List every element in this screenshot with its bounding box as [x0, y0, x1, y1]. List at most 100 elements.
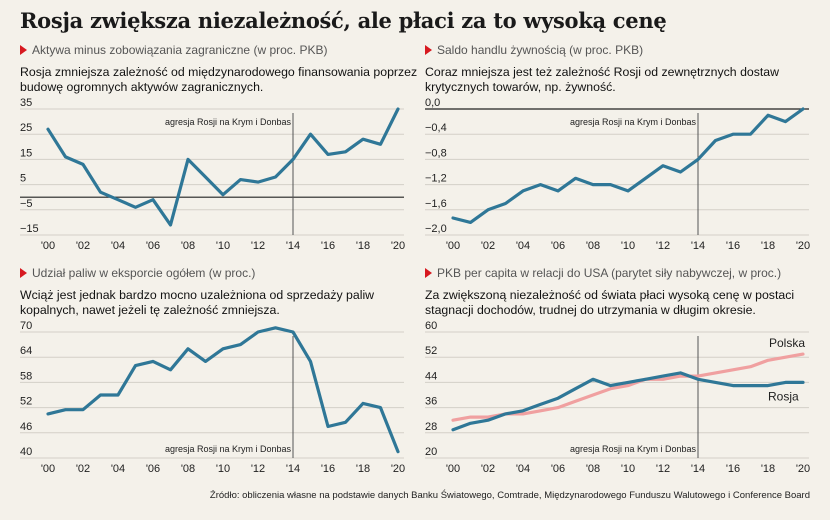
chart-subtitle: Udział paliw w eksporcie ogółem (w proc.…: [20, 266, 255, 280]
chart-panel: Saldo handlu żywnością (w proc. PKB) Cor…: [425, 43, 830, 268]
x-tick-label: '04: [111, 240, 125, 252]
red-triangle-icon: [425, 268, 432, 278]
x-tick-label: '20: [796, 240, 810, 252]
x-tick-label: '10: [621, 240, 635, 252]
y-tick-label: 64: [20, 345, 32, 357]
y-tick-label: 58: [20, 370, 32, 382]
y-tick-label: 0,0: [425, 97, 440, 109]
x-tick-label: '18: [356, 463, 370, 475]
x-tick-label: '14: [691, 463, 705, 475]
x-tick-label: '18: [761, 240, 775, 252]
y-tick-label: 35: [20, 97, 32, 109]
y-tick-label: −2,0: [425, 223, 447, 235]
x-tick-label: '02: [481, 463, 495, 475]
y-tick-label: 20: [425, 446, 437, 458]
x-tick-label: '12: [656, 240, 670, 252]
y-tick-label: −5: [20, 198, 33, 210]
y-tick-label: −0,8: [425, 147, 447, 159]
x-tick-label: '04: [516, 240, 530, 252]
y-tick-label: 28: [425, 421, 437, 433]
y-tick-label: −1,2: [425, 173, 447, 185]
x-tick-label: '04: [516, 463, 530, 475]
chart-panel: PKB per capita w relacji do USA (parytet…: [425, 266, 830, 491]
x-tick-label: '16: [726, 240, 740, 252]
source-note: Źródło: obliczenia własne na podstawie d…: [209, 490, 810, 501]
series-line: [451, 107, 805, 224]
line-chart: agresja Rosji na Krym i Donbas 35 25 15 5 −5 −…: [20, 97, 405, 252]
page-title: Rosja zwiększa niezależność, ale płaci z…: [20, 8, 667, 33]
x-tick-label: '20: [796, 463, 810, 475]
y-tick-label: 60: [425, 320, 437, 332]
chart-description: Za zwiększoną niezależność od świata pła…: [425, 288, 795, 317]
x-tick-label: '08: [586, 240, 600, 252]
x-tick-label: '12: [251, 240, 265, 252]
x-tick-label: '08: [586, 463, 600, 475]
y-tick-label: −1,6: [425, 198, 447, 210]
y-tick-label: 52: [20, 396, 32, 408]
x-tick-label: '06: [146, 240, 160, 252]
x-tick-label: '18: [761, 463, 775, 475]
red-triangle-icon: [425, 45, 432, 55]
chart-description: Rosja zmniejsza zależność od międzynarod…: [20, 65, 418, 94]
annotation-label: agresja Rosji na Krym i Donbas: [570, 444, 697, 454]
x-tick-label: '08: [181, 240, 195, 252]
chart-description: Coraz mniejsza jest też zależność Rosji …: [425, 65, 780, 94]
x-tick-label: '10: [621, 463, 635, 475]
y-tick-label: 5: [20, 173, 26, 185]
x-tick-label: '06: [551, 240, 565, 252]
series-label: Rosja: [768, 389, 799, 403]
series-label: Polska: [769, 336, 805, 350]
x-tick-label: '16: [726, 463, 740, 475]
chart-panel: Udział paliw w eksporcie ogółem (w proc.…: [20, 266, 425, 491]
chart-description: Wciąż jest jednak bardzo mocno uzależnio…: [20, 288, 375, 317]
y-tick-label: −15: [20, 223, 39, 235]
x-tick-label: '14: [286, 240, 300, 252]
x-tick-label: '12: [656, 463, 670, 475]
x-tick-label: '14: [691, 240, 705, 252]
x-tick-label: '18: [356, 240, 370, 252]
x-tick-label: '16: [321, 463, 335, 475]
chart-panel: Aktywa minus zobowiązania zagraniczne (w…: [20, 43, 425, 268]
x-tick-label: '20: [391, 463, 405, 475]
x-tick-label: '00: [446, 240, 460, 252]
x-tick-label: '20: [391, 240, 405, 252]
series-line: [46, 107, 400, 227]
x-tick-label: '02: [481, 240, 495, 252]
x-tick-label: '00: [446, 463, 460, 475]
x-tick-label: '00: [41, 463, 55, 475]
y-tick-label: 44: [425, 370, 437, 382]
x-tick-label: '10: [216, 240, 230, 252]
y-tick-label: 15: [20, 147, 32, 159]
y-tick-label: 25: [20, 122, 32, 134]
chart-subtitle: PKB per capita w relacji do USA (parytet…: [425, 266, 781, 280]
y-tick-label: 52: [425, 345, 437, 357]
x-tick-label: '12: [251, 463, 265, 475]
x-tick-label: '08: [181, 463, 195, 475]
x-tick-label: '06: [551, 463, 565, 475]
line-chart: agresja Rosji na Krym i Donbas 60 52 44 36 28…: [425, 320, 810, 475]
x-tick-label: '14: [286, 463, 300, 475]
annotation-label: agresja Rosji na Krym i Donbas: [165, 444, 292, 454]
series-line: [451, 371, 805, 432]
line-chart: agresja Rosji na Krym i Donbas 70 64 58 52 46…: [20, 320, 405, 475]
y-tick-label: −0,4: [425, 122, 447, 134]
x-tick-label: '10: [216, 463, 230, 475]
x-tick-label: '02: [76, 240, 90, 252]
y-tick-label: 36: [425, 396, 437, 408]
red-triangle-icon: [20, 268, 27, 278]
x-tick-label: '04: [111, 463, 125, 475]
x-tick-label: '02: [76, 463, 90, 475]
annotation-label: agresja Rosji na Krym i Donbas: [165, 117, 292, 127]
chart-subtitle: Saldo handlu żywnością (w proc. PKB): [425, 43, 643, 57]
y-tick-label: 40: [20, 446, 32, 458]
series-line: [46, 326, 400, 454]
x-tick-label: '16: [321, 240, 335, 252]
y-tick-label: 70: [20, 320, 32, 332]
red-triangle-icon: [20, 45, 27, 55]
line-chart: agresja Rosji na Krym i Donbas 0,0 −0,4 −0,…: [425, 97, 810, 252]
x-tick-label: '06: [146, 463, 160, 475]
chart-subtitle: Aktywa minus zobowiązania zagraniczne (w…: [20, 43, 327, 57]
y-tick-label: 46: [20, 421, 32, 433]
x-tick-label: '00: [41, 240, 55, 252]
annotation-label: agresja Rosji na Krym i Donbas: [570, 117, 697, 127]
